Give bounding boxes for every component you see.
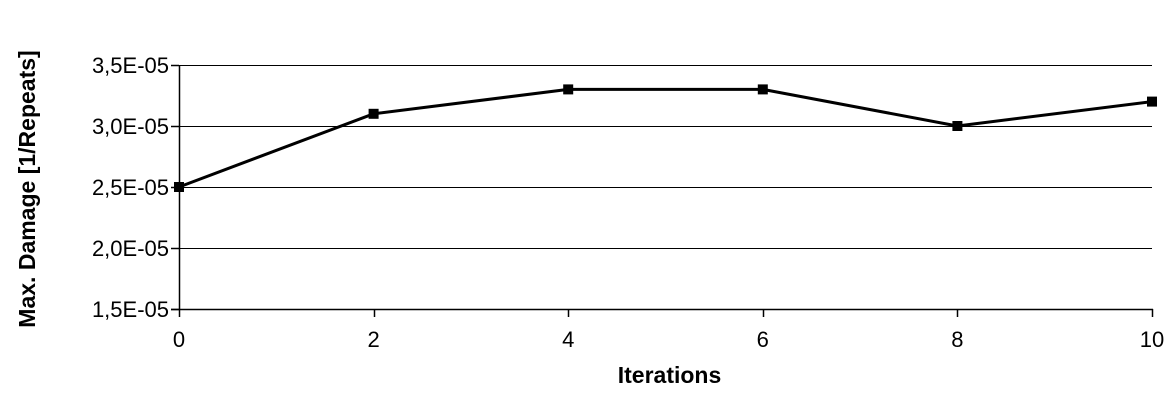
y-tick-label: 1,5E-05 — [92, 297, 169, 322]
gridlines — [179, 65, 1152, 249]
tick-labels: 1,5E-05 2,0E-05 2,5E-05 3,0E-05 3,5E-05 0 2 4 6 8… — [92, 53, 1164, 352]
axes — [171, 64, 1154, 317]
x-tick-label: 2 — [367, 327, 379, 352]
data-point-marker — [757, 84, 768, 95]
x-axis-title: Iterations — [618, 362, 722, 388]
x-tick-label: 10 — [1140, 327, 1164, 352]
y-tick-label: 2,5E-05 — [92, 175, 169, 200]
x-tick-label: 6 — [757, 327, 769, 352]
data-point-marker — [174, 182, 184, 192]
data-point-marker — [952, 121, 963, 131]
y-tick-label: 3,5E-05 — [92, 53, 169, 78]
data-point-marker — [1147, 96, 1157, 107]
data-series — [174, 84, 1157, 192]
x-tick-label: 0 — [173, 327, 185, 352]
y-tick-label: 3,0E-05 — [92, 114, 169, 139]
y-axis-title: Max. Damage [1/Repeats] — [14, 50, 40, 327]
y-tick-label: 2,0E-05 — [92, 236, 169, 261]
data-point-marker — [563, 84, 574, 95]
data-point-marker — [368, 108, 379, 119]
series-line — [178, 87, 1153, 189]
x-tick-label: 4 — [562, 327, 574, 352]
x-tick-label: 8 — [951, 327, 963, 352]
